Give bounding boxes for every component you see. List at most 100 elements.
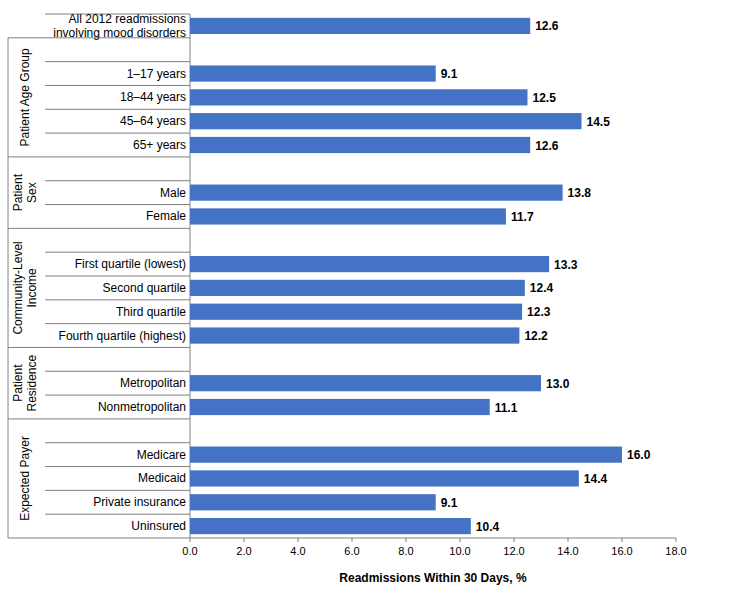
row-separator [45, 85, 190, 86]
bar [190, 113, 582, 129]
x-tick-label: 18.0 [665, 545, 686, 557]
x-tick-label: 0.0 [182, 545, 197, 557]
bar [190, 304, 522, 320]
x-tick-label: 6.0 [344, 545, 359, 557]
data-label: 11.7 [511, 210, 534, 224]
bar [190, 18, 530, 34]
category-label: 1–17 years [127, 67, 186, 81]
data-label: 13.8 [568, 186, 592, 200]
row-separator [45, 442, 190, 443]
group-label: Community-LevelIncome [11, 241, 39, 334]
frame-lines [8, 14, 676, 542]
bar [190, 518, 471, 534]
category-label: Medicare [137, 448, 187, 462]
x-tick-label: 14.0 [557, 545, 578, 557]
group-separator [8, 228, 190, 229]
data-label: 12.6 [535, 139, 559, 153]
row-separator [45, 466, 190, 467]
category-label: Female [146, 209, 186, 223]
group-separator [8, 347, 190, 348]
x-tick-label: 16.0 [611, 545, 632, 557]
bar [190, 65, 436, 81]
bar [190, 208, 506, 224]
category-label: Second quartile [103, 281, 187, 295]
bar [190, 137, 530, 153]
category-label: All 2012 readmissionsinvolving mood diso… [53, 12, 186, 40]
x-tick [244, 538, 245, 542]
row-separator [45, 252, 190, 253]
row-separator [45, 180, 190, 181]
row-separator [45, 204, 190, 205]
row-separator [45, 395, 190, 396]
row-separator [45, 133, 190, 134]
x-tick [352, 538, 353, 542]
data-label: 12.4 [530, 281, 554, 295]
x-tick-label: 10.0 [449, 545, 470, 557]
chart-container: 12.6 All 2012 readmissionsinvolving mood … [0, 0, 732, 595]
bar [190, 447, 622, 463]
group-separator [8, 156, 190, 157]
bar [190, 256, 549, 272]
x-tick [460, 538, 461, 542]
data-label: 14.5 [587, 115, 611, 129]
group-column-line [8, 38, 9, 538]
group-label: Patient Age Group [18, 48, 32, 146]
data-label: 10.4 [476, 520, 500, 534]
data-label: 14.4 [584, 472, 608, 486]
bar [190, 327, 519, 343]
category-label: Private insurance [93, 495, 186, 509]
category-label: First quartile (lowest) [75, 257, 186, 271]
data-label: 16.0 [627, 448, 651, 462]
category-label: Nonmetropolitan [98, 400, 186, 414]
x-tick [568, 538, 569, 542]
bar [190, 399, 490, 415]
category-label: Male [160, 186, 186, 200]
bars [190, 18, 622, 534]
x-tick-label: 4.0 [290, 545, 305, 557]
bar [190, 89, 528, 105]
row-separator [45, 299, 190, 300]
x-tick [676, 538, 677, 542]
data-label: 12.6 [535, 19, 559, 33]
data-label: 12.2 [524, 329, 548, 343]
group-separator [8, 538, 190, 539]
data-label: 9.1 [441, 496, 458, 510]
texts: 12.6 All 2012 readmissionsinvolving mood … [11, 12, 687, 585]
category-label: 45–64 years [120, 114, 186, 128]
x-tick [514, 538, 515, 542]
data-label: 12.5 [533, 91, 557, 105]
category-label: Fourth quartile (highest) [59, 329, 186, 343]
category-label: Third quartile [116, 305, 186, 319]
group-label: PatientResidence [11, 355, 39, 412]
x-tick [298, 538, 299, 542]
value-axis [190, 538, 676, 539]
x-tick-label: 8.0 [398, 545, 413, 557]
category-label: Medicaid [138, 471, 186, 485]
row-separator [45, 276, 190, 277]
bar [190, 185, 563, 201]
x-tick-label: 12.0 [503, 545, 524, 557]
bar [190, 280, 525, 296]
data-label: 12.3 [527, 305, 551, 319]
data-label: 13.0 [546, 377, 570, 391]
bar [190, 375, 541, 391]
group-label: Expected Payer [18, 436, 32, 521]
row-separator [45, 490, 190, 491]
x-tick-label: 2.0 [236, 545, 251, 557]
row-separator [45, 514, 190, 515]
category-label: Metropolitan [120, 376, 186, 390]
category-label: Uninsured [131, 519, 186, 533]
group-label: PatientSex [11, 173, 39, 211]
data-label: 11.1 [495, 401, 518, 415]
chart-svg: 12.6 All 2012 readmissionsinvolving mood … [0, 0, 732, 595]
x-axis-title: Readmissions Within 30 Days, % [339, 571, 527, 585]
bar [190, 470, 579, 486]
row-separator [45, 323, 190, 324]
x-tick [622, 538, 623, 542]
category-label: 65+ years [133, 138, 186, 152]
group-separator [8, 418, 190, 419]
row-separator [45, 109, 190, 110]
x-tick [190, 538, 191, 542]
x-tick [406, 538, 407, 542]
bar [190, 494, 436, 510]
